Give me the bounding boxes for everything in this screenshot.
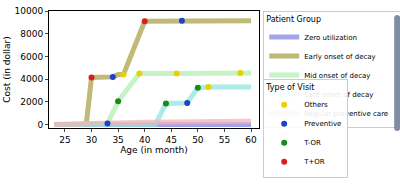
svg-text:40: 40: [139, 135, 151, 145]
svg-text:4000: 4000: [20, 74, 43, 84]
svg-text:50: 50: [192, 135, 204, 145]
svg-text:Early onset of decay: Early onset of decay: [304, 53, 376, 61]
svg-text:35: 35: [112, 135, 123, 145]
svg-text:2000: 2000: [20, 97, 43, 107]
svg-text:Patient Group: Patient Group: [266, 15, 321, 24]
svg-text:55: 55: [219, 135, 230, 145]
svg-text:30: 30: [86, 135, 98, 145]
svg-text:0: 0: [37, 120, 43, 130]
svg-text:Mid onset of decay: Mid onset of decay: [304, 72, 370, 80]
svg-text:Preventive: Preventive: [304, 120, 341, 128]
svg-text:Zero utilization: Zero utilization: [304, 34, 357, 42]
svg-text:10000: 10000: [15, 6, 44, 16]
svg-text:T+OR: T+OR: [303, 158, 325, 166]
svg-text:25: 25: [59, 135, 70, 145]
svg-text:Others: Others: [304, 101, 328, 109]
svg-text:Cost (in dollar): Cost (in dollar): [2, 36, 12, 102]
svg-text:T-OR: T-OR: [303, 139, 321, 147]
svg-text:Type of Visit: Type of Visit: [265, 83, 314, 92]
svg-text:Age (in month): Age (in month): [120, 145, 188, 155]
svg-text:60: 60: [245, 135, 257, 145]
svg-text:8000: 8000: [20, 29, 43, 39]
svg-text:6000: 6000: [20, 52, 43, 62]
svg-text:45: 45: [166, 135, 177, 145]
